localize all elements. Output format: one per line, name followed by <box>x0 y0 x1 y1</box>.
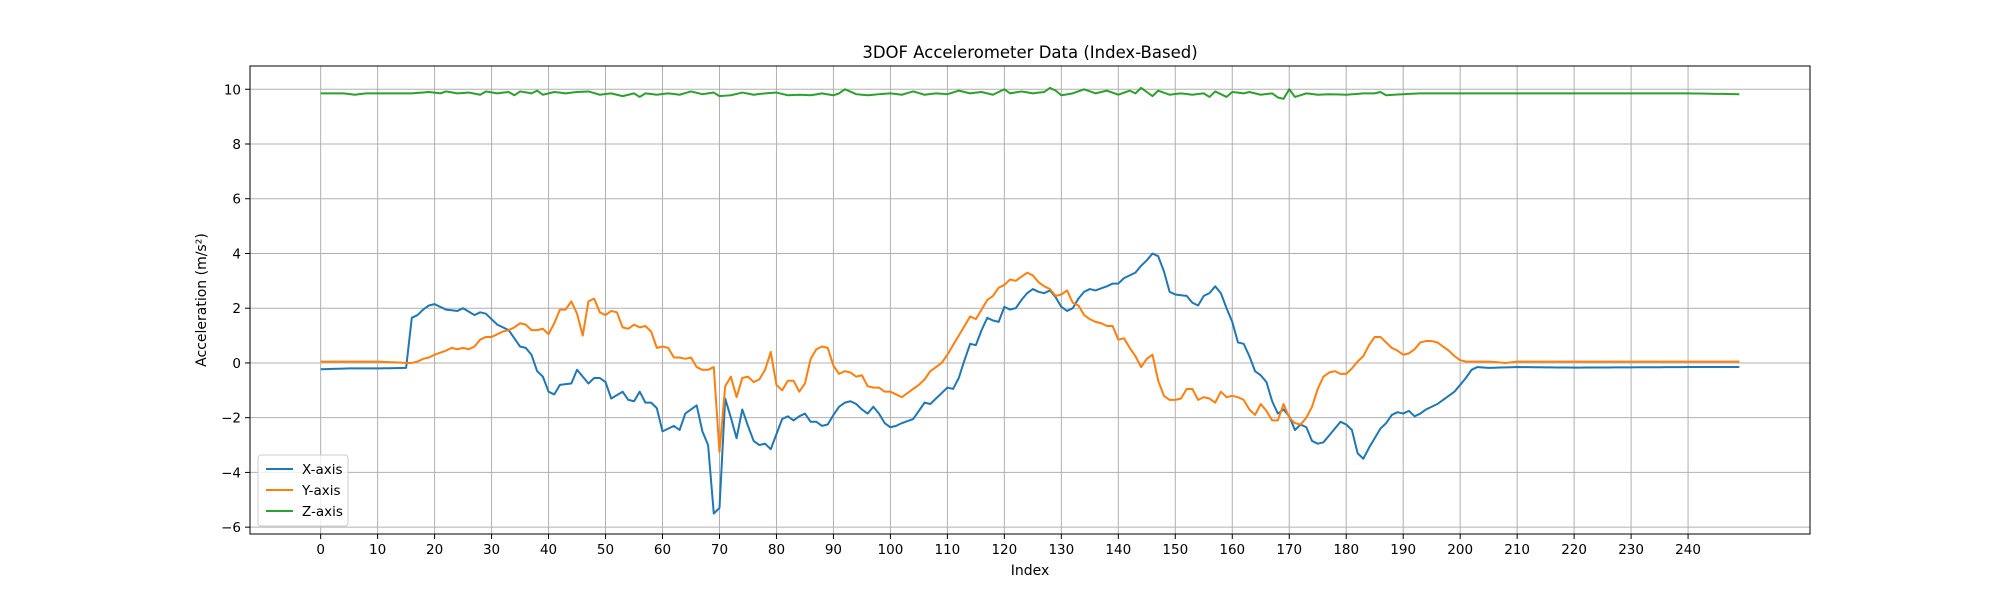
x-tick-label: 100 <box>878 542 904 558</box>
x-tick-label: 240 <box>1675 542 1701 558</box>
grid-lines <box>250 66 1810 534</box>
data-series <box>320 86 1740 515</box>
x-tick-label: 170 <box>1276 542 1302 558</box>
x-tick-label: 30 <box>483 542 500 558</box>
x-tick-label: 120 <box>991 542 1017 558</box>
chart-title: 3DOF Accelerometer Data (Index-Based) <box>862 43 1197 62</box>
x-tick-label: 130 <box>1048 542 1074 558</box>
series-line-x-axis <box>320 252 1740 515</box>
plot-frame <box>249 65 1811 535</box>
x-tick-label: 190 <box>1390 542 1416 558</box>
x-tick-label: 70 <box>711 542 728 558</box>
axis-ticks: 0 10 20 30 40 50 60 70 80 90 100 110 120 130 140 150 160… <box>221 82 1701 558</box>
x-tick-label: 180 <box>1333 542 1359 558</box>
y-tick-label: −4 <box>221 465 241 481</box>
x-tick-label: 110 <box>934 542 960 558</box>
legend-box <box>257 454 349 527</box>
x-tick-label: 160 <box>1219 542 1245 558</box>
x-tick-label: 230 <box>1618 542 1644 558</box>
y-tick-label: 0 <box>232 356 241 372</box>
y-tick-label: 10 <box>224 82 241 98</box>
series-line-z-axis <box>320 86 1740 100</box>
x-tick-label: 50 <box>597 542 614 558</box>
x-tick-label: 200 <box>1447 542 1473 558</box>
y-axis-label: Acceleration (m/s²) <box>194 233 210 367</box>
y-tick-label: 2 <box>232 301 241 317</box>
x-tick-label: 150 <box>1162 542 1188 558</box>
legend-label-z-axis: Z-axis <box>302 504 343 520</box>
y-tick-label: 6 <box>232 192 241 208</box>
x-tick-label: 80 <box>768 542 785 558</box>
x-tick-label: 140 <box>1105 542 1131 558</box>
y-tick-label: −2 <box>221 411 241 427</box>
y-tick-label: 4 <box>232 246 241 262</box>
x-axis-label: Index <box>1011 563 1050 579</box>
x-tick-label: 210 <box>1504 542 1530 558</box>
x-tick-label: 10 <box>369 542 386 558</box>
legend-label-y-axis: Y-axis <box>301 483 341 499</box>
x-tick-label: 0 <box>316 542 325 558</box>
y-tick-label: 8 <box>232 137 241 153</box>
x-tick-label: 220 <box>1561 542 1587 558</box>
series-line-y-axis <box>320 271 1740 453</box>
x-tick-label: 40 <box>540 542 557 558</box>
x-tick-label: 60 <box>654 542 671 558</box>
y-tick-label: −6 <box>221 520 241 536</box>
x-tick-label: 90 <box>825 542 842 558</box>
x-tick-label: 20 <box>426 542 443 558</box>
legend-label-x-axis: X-axis <box>302 462 343 478</box>
chart-legend: X-axis Y-axis Z-axis <box>257 454 349 527</box>
